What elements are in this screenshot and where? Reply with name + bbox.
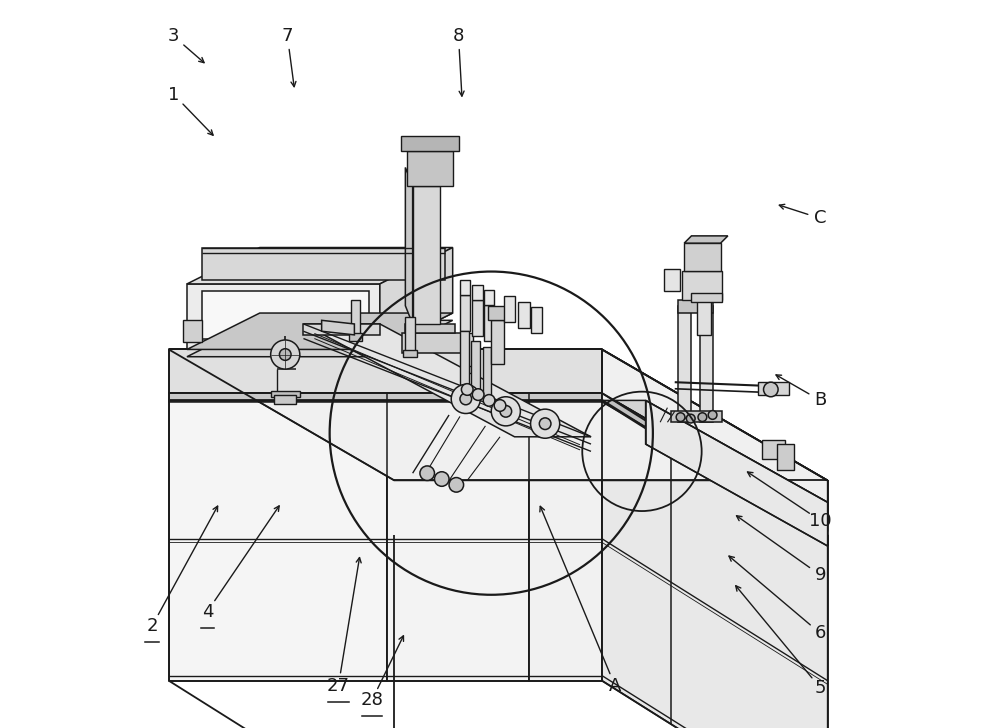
Text: A: A (609, 677, 621, 695)
Bar (472, 300, 483, 336)
Bar (491, 320, 504, 364)
Bar (274, 395, 296, 404)
Bar (488, 306, 507, 320)
Text: 2: 2 (146, 617, 158, 635)
Bar (464, 333, 473, 368)
Polygon shape (684, 236, 728, 243)
Polygon shape (187, 320, 453, 357)
Circle shape (451, 384, 480, 414)
Bar (403, 350, 417, 357)
Polygon shape (387, 393, 529, 681)
Polygon shape (202, 248, 445, 280)
Bar (471, 341, 480, 392)
Bar (664, 269, 680, 291)
Bar (682, 271, 722, 300)
Polygon shape (169, 349, 828, 480)
Text: 27: 27 (327, 677, 350, 695)
Bar (460, 280, 470, 295)
Text: 5: 5 (815, 679, 826, 697)
Polygon shape (602, 393, 828, 531)
Polygon shape (380, 248, 453, 349)
Bar (762, 440, 785, 459)
Circle shape (764, 382, 778, 397)
Circle shape (698, 413, 707, 422)
Polygon shape (303, 324, 591, 437)
Text: 28: 28 (360, 692, 383, 709)
Polygon shape (602, 393, 828, 728)
Circle shape (708, 411, 717, 419)
Circle shape (461, 384, 473, 395)
Bar (183, 320, 202, 342)
Circle shape (472, 389, 484, 400)
Bar (758, 382, 789, 395)
Polygon shape (187, 248, 453, 284)
Circle shape (420, 466, 434, 480)
Text: 3: 3 (168, 28, 180, 45)
Polygon shape (187, 284, 380, 349)
Polygon shape (322, 320, 354, 335)
Bar (401, 136, 459, 151)
Bar (472, 285, 483, 300)
Bar (483, 347, 491, 397)
Bar (349, 333, 362, 341)
Circle shape (271, 340, 300, 369)
Bar (504, 296, 515, 322)
Polygon shape (602, 349, 828, 502)
Circle shape (531, 409, 560, 438)
Circle shape (449, 478, 464, 492)
Bar (351, 300, 360, 335)
Polygon shape (202, 291, 369, 339)
Circle shape (686, 414, 695, 423)
Circle shape (491, 397, 520, 426)
Circle shape (279, 349, 291, 360)
Bar (697, 298, 711, 335)
Circle shape (500, 405, 512, 417)
Circle shape (434, 472, 449, 486)
Polygon shape (169, 349, 602, 393)
Polygon shape (646, 400, 828, 546)
Polygon shape (187, 313, 453, 349)
Circle shape (494, 400, 506, 411)
Text: 6: 6 (815, 625, 826, 642)
Text: 10: 10 (809, 512, 832, 529)
Polygon shape (678, 300, 713, 313)
Bar (484, 290, 494, 305)
Text: 9: 9 (815, 566, 826, 584)
Bar (531, 307, 542, 333)
Text: 8: 8 (453, 28, 464, 45)
Bar (405, 317, 415, 352)
Polygon shape (678, 306, 691, 422)
Circle shape (676, 413, 685, 422)
Text: 7: 7 (282, 28, 293, 45)
Bar (413, 186, 440, 324)
Bar (407, 151, 453, 186)
Bar (684, 243, 721, 271)
Bar (460, 331, 469, 386)
Text: B: B (814, 392, 826, 409)
Bar (460, 295, 470, 331)
Bar (271, 391, 300, 397)
Polygon shape (407, 140, 455, 151)
Polygon shape (405, 167, 413, 324)
Circle shape (483, 395, 495, 406)
Circle shape (460, 393, 472, 405)
Circle shape (539, 418, 551, 430)
Text: 4: 4 (202, 603, 213, 620)
Bar (777, 444, 794, 470)
Polygon shape (169, 393, 602, 402)
Polygon shape (402, 333, 462, 353)
Bar (691, 293, 722, 302)
Polygon shape (671, 411, 722, 422)
Bar (518, 302, 530, 328)
Bar (461, 366, 475, 373)
Text: 1: 1 (168, 86, 180, 103)
Polygon shape (700, 306, 713, 422)
Polygon shape (529, 393, 602, 681)
Polygon shape (405, 324, 455, 333)
Polygon shape (169, 393, 387, 681)
Text: C: C (814, 210, 827, 227)
Polygon shape (303, 324, 380, 335)
Bar (484, 305, 494, 341)
Polygon shape (602, 349, 828, 524)
